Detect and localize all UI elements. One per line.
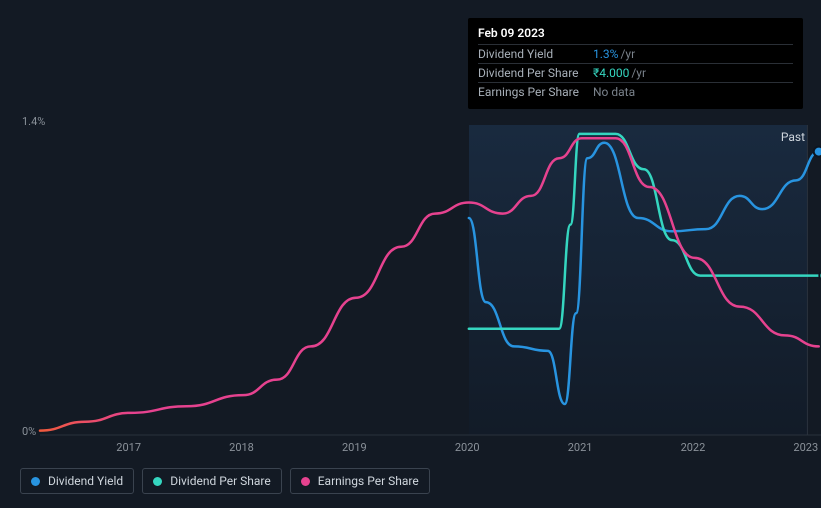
x-tick-label: 2023 bbox=[793, 441, 818, 454]
past-label: Past bbox=[781, 130, 805, 144]
y-tick-label: 1.4% bbox=[22, 115, 45, 128]
dividend_yield-line bbox=[469, 143, 819, 404]
legend-item-label: Earnings Per Share bbox=[318, 474, 419, 488]
tooltip-row-value: 1.3% bbox=[593, 47, 618, 61]
x-tick-label: 2020 bbox=[455, 441, 480, 454]
earnings_per_share-line bbox=[40, 138, 819, 430]
x-tick-label: 2018 bbox=[229, 441, 254, 454]
tooltip-row-label: Dividend Yield bbox=[478, 47, 593, 61]
legend-dot-icon bbox=[301, 477, 310, 486]
x-tick-label: 2022 bbox=[681, 441, 706, 454]
dividend_yield-end-marker bbox=[814, 147, 821, 157]
legend-item-dividend-yield[interactable]: Dividend Yield bbox=[20, 468, 134, 494]
tooltip-row: Earnings Per ShareNo data bbox=[478, 82, 793, 101]
tooltip-row-label: Earnings Per Share bbox=[478, 85, 593, 99]
x-tick-label: 2021 bbox=[568, 441, 593, 454]
legend-item-dividend-per-share[interactable]: Dividend Per Share bbox=[142, 468, 282, 494]
legend-item-label: Dividend Yield bbox=[48, 474, 123, 488]
tooltip-row-suffix: /yr bbox=[620, 47, 635, 61]
tooltip-row-label: Dividend Per Share bbox=[478, 66, 593, 80]
tooltip-row-suffix: /yr bbox=[631, 66, 646, 80]
tooltip-date: Feb 09 2023 bbox=[478, 26, 793, 40]
legend-dot-icon bbox=[31, 477, 40, 486]
legend-item-label: Dividend Per Share bbox=[170, 474, 271, 488]
y-tick-label: 0% bbox=[22, 425, 36, 438]
tooltip-row-value: No data bbox=[593, 85, 635, 99]
legend-dot-icon bbox=[153, 477, 162, 486]
chart-legend: Dividend Yield Dividend Per Share Earnings… bbox=[20, 468, 430, 494]
chart-tooltip: Feb 09 2023 Dividend Yield1.3%/yrDividen… bbox=[468, 18, 803, 109]
dividend_per_share-line bbox=[469, 134, 821, 329]
legend-item-earnings-per-share[interactable]: Earnings Per Share bbox=[290, 468, 430, 494]
tooltip-row-value: ₹4.000 bbox=[593, 66, 629, 80]
dividend-chart: Past 0%1.4% 2017201820192020202120222023… bbox=[20, 10, 810, 450]
x-tick-label: 2017 bbox=[116, 441, 141, 454]
x-tick-label: 2019 bbox=[342, 441, 367, 454]
tooltip-row: Dividend Yield1.3%/yr bbox=[478, 44, 793, 63]
tooltip-row: Dividend Per Share₹4.000/yr bbox=[478, 63, 793, 82]
